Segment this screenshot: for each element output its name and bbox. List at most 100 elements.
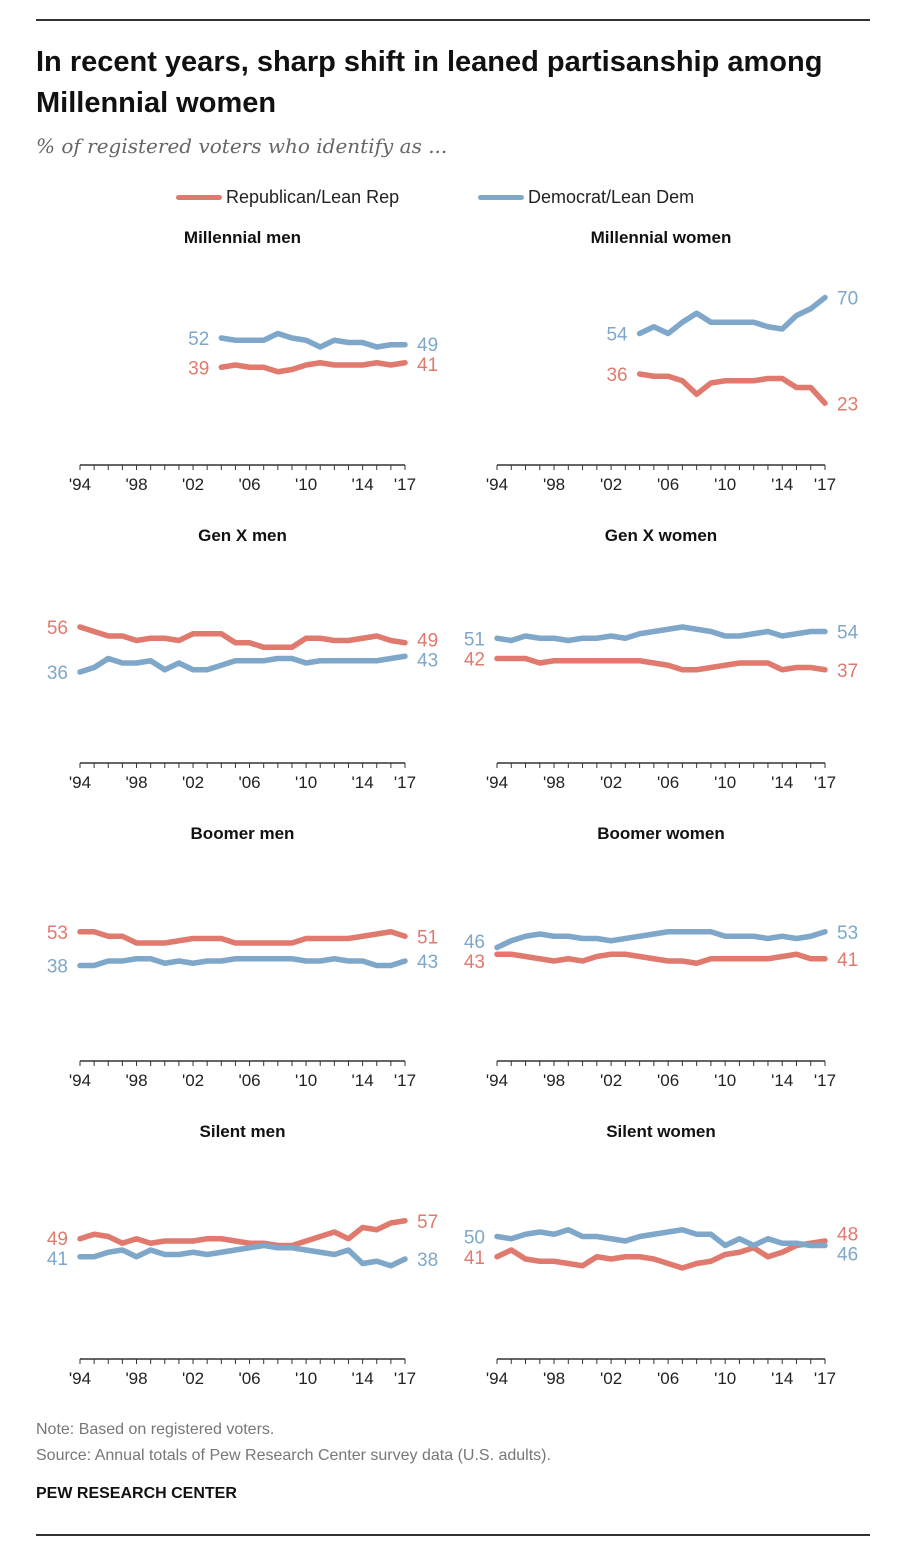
x-tick-label: '06 [657,1071,679,1090]
x-tick-label: '17 [814,1071,836,1090]
note: Note: Based on registered voters. [36,1421,275,1438]
rep-end-label: 51 [417,927,438,948]
x-tick-label: '98 [543,773,565,792]
x-tick-label: '14 [771,773,793,792]
x-tick-label: '98 [125,475,147,494]
rep-end-label: 57 [417,1212,438,1233]
x-tick-label: '94 [69,475,91,494]
x-tick-label: '10 [295,1071,317,1090]
rep-line [636,371,828,406]
x-tick-label: '94 [486,475,508,494]
panel-title: Gen X men [198,526,287,545]
x-tick-label: '02 [182,475,204,494]
x-tick-label: '94 [69,1071,91,1090]
x-tick-label: '94 [69,773,91,792]
x-tick-label: '06 [657,773,679,792]
x-tick-label: '17 [394,1071,416,1090]
x-tick-label: '02 [182,1369,204,1388]
x-tick-label: '02 [600,773,622,792]
x-tick-label: '10 [714,773,736,792]
rep-line [77,1218,408,1249]
dem-start-label: 38 [47,957,68,978]
x-tick-label: '17 [394,475,416,494]
x-tick-label: '06 [238,1071,260,1090]
source: Source: Annual totals of Pew Research Ce… [36,1447,551,1464]
x-tick-label: '98 [543,1369,565,1388]
x-tick-label: '10 [295,1369,317,1388]
panel-title: Silent women [606,1122,716,1141]
rep-line [494,655,828,673]
x-tick-label: '14 [352,1071,374,1090]
rep-end-label: 37 [837,661,858,682]
rep-start-label: 49 [47,1229,68,1250]
x-tick-label: '06 [657,475,679,494]
rep-start-label: 41 [464,1248,485,1269]
x-tick-label: '98 [543,475,565,494]
x-tick-label: '94 [486,1369,508,1388]
rep-start-label: 53 [47,923,68,944]
legend-rep: Republican/Lean Rep [176,187,399,208]
x-tick-label: '17 [394,1369,416,1388]
legend-label-dem: Democrat/Lean Dem [528,187,695,207]
dem-end-label: 49 [417,335,438,356]
x-tick-label: '14 [352,773,374,792]
x-tick-label: '14 [352,1369,374,1388]
brand-logo: PEW RESEARCH CENTER [36,1485,237,1502]
rep-start-label: 39 [188,358,209,379]
x-tick-label: '10 [295,475,317,494]
dem-end-label: 54 [837,623,859,644]
dem-start-label: 51 [464,629,485,650]
dem-start-label: 36 [47,663,68,684]
x-tick-label: '98 [125,1369,147,1388]
x-tick-label: '02 [600,475,622,494]
x-tick-label: '94 [486,1071,508,1090]
x-tick-label: '98 [125,773,147,792]
x-tick-label: '14 [352,475,374,494]
x-tick-label: '06 [657,1369,679,1388]
rep-line [77,929,408,946]
bottom-rule [36,1534,870,1536]
dem-start-label: 52 [188,329,209,350]
dem-start-label: 46 [464,932,485,953]
top-rule [36,19,870,21]
x-tick-label: '10 [295,773,317,792]
x-tick-label: '17 [814,773,836,792]
dem-end-label: 43 [417,952,438,973]
rep-start-label: 56 [47,618,68,639]
legend-dem: Democrat/Lean Dem [478,187,694,208]
rep-line [77,624,408,650]
dem-start-label: 41 [47,1249,68,1270]
x-tick-label: '02 [600,1071,622,1090]
rep-line [218,360,408,375]
dem-start-label: 50 [464,1228,485,1249]
x-tick-label: '02 [182,1071,204,1090]
small-multiples-chart: Millennial men '94 '98 '02 '06 '10 '14 '17 39 52 4… [47,228,859,1388]
rep-start-label: 43 [464,952,485,973]
x-tick-label: '14 [771,1071,793,1090]
x-tick-label: '10 [714,1071,736,1090]
x-tick-label: '17 [814,475,836,494]
dem-line [494,1227,828,1249]
rep-line [494,951,828,966]
chart-title: In recent years, sharp shift in leaned p… [36,46,823,119]
rep-end-label: 23 [837,394,858,415]
legend-swatch-rep [176,195,222,200]
x-tick-label: '98 [125,1071,147,1090]
dem-line [77,956,408,969]
dem-end-label: 46 [837,1244,858,1265]
rep-start-label: 42 [464,650,485,671]
rep-start-label: 36 [606,365,627,386]
rep-end-label: 41 [837,950,858,971]
dem-end-label: 43 [417,651,438,672]
x-tick-label: '10 [714,475,736,494]
dem-line [218,330,408,350]
rep-line [494,1238,828,1271]
x-tick-label: '17 [814,1369,836,1388]
x-tick-label: '94 [486,773,508,792]
x-tick-label: '06 [238,475,260,494]
legend-label-rep: Republican/Lean Rep [226,187,400,207]
x-tick-label: '94 [69,1369,91,1388]
rep-end-label: 41 [417,355,438,376]
panel-title: Boomer women [597,824,725,843]
dem-end-label: 70 [837,289,858,310]
